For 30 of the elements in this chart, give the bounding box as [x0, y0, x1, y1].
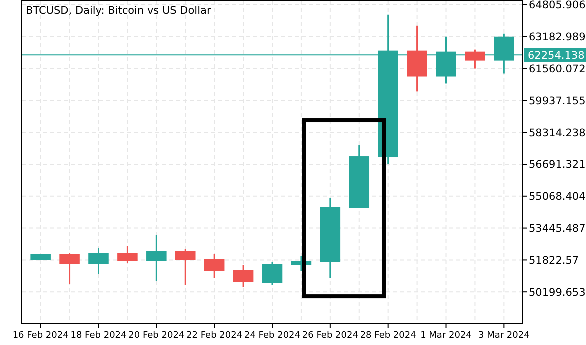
candlestick [204, 253, 225, 279]
y-tick-label: 63182.989 [529, 32, 586, 44]
y-tick-label: 61560.072 [529, 63, 586, 76]
candlestick [118, 245, 138, 264]
y-tick-label: 51822.57 [529, 254, 580, 267]
candlestick [233, 264, 254, 288]
candlestick [175, 248, 196, 286]
x-tick-label: 20 Feb 2024 [128, 331, 185, 341]
x-tick-label: 18 Feb 2024 [70, 331, 128, 341]
x-tick-label: 16 Feb 2024 [12, 331, 70, 341]
y-tick-label: 55068.404 [529, 191, 586, 204]
candlestick [262, 261, 283, 286]
x-tick-label: 26 Feb 2024 [302, 331, 359, 341]
y-tick-label: 64805.906 [529, 0, 586, 12]
x-tick-label: 28 Feb 2024 [360, 331, 417, 341]
y-tick-label: 58314.238 [529, 127, 586, 140]
ref-line-label: 62254.138 [528, 50, 585, 62]
candlestick [465, 49, 486, 70]
x-tick-label: 3 Mar 2024 [478, 331, 530, 341]
x-tick-label: 22 Feb 2024 [186, 331, 243, 341]
candlestick [60, 252, 80, 285]
y-tick-label: 50199.653 [529, 286, 586, 299]
chart-title: BTCUSD, Daily: Bitcoin vs US Dollar [26, 5, 212, 17]
y-tick-label: 59937.155 [529, 95, 586, 108]
candlestick [88, 247, 109, 275]
x-tick-label: 1 Mar 2024 [420, 331, 472, 341]
y-tick-label: 56691.321 [529, 159, 586, 172]
x-tick-label: 24 Feb 2024 [244, 331, 301, 341]
y-tick-label: 53445.487 [529, 222, 586, 235]
candlestick [146, 234, 167, 282]
